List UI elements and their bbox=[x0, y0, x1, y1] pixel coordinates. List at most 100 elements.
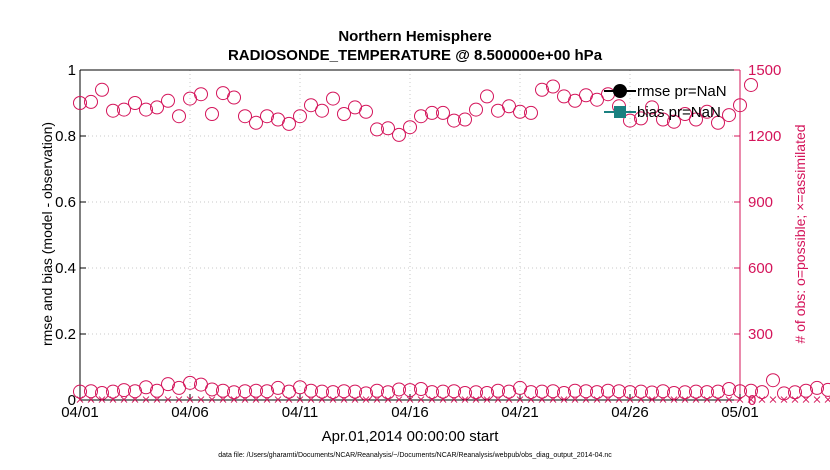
obs-count-point bbox=[172, 109, 186, 124]
legend-marker-circle bbox=[613, 84, 627, 98]
obs-count-point bbox=[282, 116, 296, 131]
y-left-tick-label: 0 bbox=[68, 392, 76, 409]
obs-count-point bbox=[403, 383, 417, 398]
obs-count-point bbox=[744, 77, 758, 92]
obs-count-point bbox=[623, 385, 637, 400]
obs-count-point bbox=[755, 385, 769, 400]
obs-count-point bbox=[601, 87, 615, 102]
assimilated-point bbox=[175, 396, 183, 403]
legend-entry-label: bias pr=NaN bbox=[637, 104, 721, 121]
obs-count-point bbox=[370, 383, 384, 398]
data-file-footnote: data file: /Users/gharamti/Documents/NCA… bbox=[218, 452, 612, 459]
obs-count-point bbox=[656, 112, 670, 127]
assimilated-point bbox=[527, 396, 535, 403]
obs-count-point bbox=[194, 87, 208, 102]
assimilated-point bbox=[98, 396, 106, 403]
obs-count-point bbox=[337, 107, 351, 121]
obs-count-point bbox=[304, 98, 318, 113]
obs-count-point bbox=[766, 373, 780, 388]
assimilated-point bbox=[384, 396, 392, 403]
assimilated-point bbox=[714, 396, 722, 403]
obs-count-point bbox=[392, 127, 406, 142]
obs-count-point bbox=[733, 384, 747, 399]
obs-count-point bbox=[469, 385, 483, 400]
obs-count-point bbox=[700, 385, 714, 400]
obs-count-point bbox=[414, 382, 428, 396]
obs-count-point bbox=[260, 384, 274, 399]
assimilated-point bbox=[219, 396, 227, 403]
assimilated-point bbox=[263, 396, 271, 403]
assimilated-point bbox=[461, 396, 469, 403]
obs-count-point bbox=[722, 108, 736, 123]
assimilated-point bbox=[813, 396, 821, 403]
legend-entry-label: rmse pr=NaN bbox=[637, 83, 727, 100]
obs-count-point bbox=[205, 382, 219, 397]
obs-count-point bbox=[634, 384, 648, 399]
x-tick-label: 04/21 bbox=[501, 404, 539, 421]
y-left-tick-label: 0.2 bbox=[55, 326, 76, 343]
obs-count-point bbox=[326, 91, 340, 106]
obs-count-point bbox=[359, 104, 373, 119]
assimilated-point bbox=[351, 396, 359, 403]
y-left-tick-label: 0.4 bbox=[55, 260, 76, 277]
assimilated-point bbox=[296, 396, 304, 403]
assimilated-point bbox=[747, 396, 755, 403]
assimilated-point bbox=[186, 396, 194, 403]
obs-count-point bbox=[623, 113, 637, 128]
obs-count-point bbox=[568, 383, 582, 398]
obs-count-point bbox=[205, 107, 219, 121]
obs-count-point bbox=[337, 384, 351, 399]
obs-count-point bbox=[788, 385, 802, 400]
obs-count-point bbox=[238, 109, 252, 124]
chart-subtitle: RADIOSONDE_TEMPERATURE @ 8.500000e+00 hP… bbox=[227, 47, 603, 64]
assimilated-point bbox=[241, 396, 249, 403]
obs-count-point bbox=[304, 383, 318, 398]
assimilated-point bbox=[549, 396, 557, 403]
assimilated-point bbox=[472, 396, 480, 403]
obs-count-point bbox=[546, 384, 560, 399]
obs-count-point bbox=[645, 100, 659, 115]
obs-count-point bbox=[128, 384, 142, 399]
obs-count-point bbox=[249, 383, 263, 398]
y-left-tick-label: 0.8 bbox=[55, 128, 76, 145]
assimilated-point bbox=[648, 396, 656, 403]
obs-count-point bbox=[150, 383, 164, 398]
obs-count-point bbox=[436, 105, 450, 120]
obs-count-point bbox=[447, 384, 461, 399]
obs-count-point bbox=[502, 99, 516, 114]
obs-count-point bbox=[546, 79, 560, 94]
obs-count-point bbox=[106, 103, 120, 118]
obs-count-point bbox=[315, 384, 329, 399]
obs-count-point bbox=[161, 93, 175, 108]
obs-count-point bbox=[139, 102, 153, 117]
assimilated-point bbox=[615, 396, 623, 403]
obs-count-point bbox=[425, 105, 439, 120]
obs-count-point bbox=[183, 375, 197, 390]
obs-count-point bbox=[524, 385, 538, 400]
obs-count-point bbox=[700, 104, 714, 119]
y-right-tick-label: 300 bbox=[748, 326, 773, 343]
assimilated-point bbox=[153, 396, 161, 403]
assimilated-point bbox=[208, 396, 216, 403]
assimilated-point bbox=[736, 396, 744, 403]
obs-count-point bbox=[612, 384, 626, 399]
obs-count-point bbox=[491, 383, 505, 398]
obs-count-point bbox=[678, 385, 692, 400]
x-axis-label: Apr.01,2014 00:00:00 start bbox=[321, 428, 499, 445]
obs-count-point bbox=[348, 384, 362, 399]
obs-count-point bbox=[326, 385, 340, 400]
obs-count-point bbox=[73, 384, 87, 399]
obs-count-point bbox=[227, 385, 241, 400]
assimilated-point bbox=[417, 396, 425, 403]
y-right-tick-label: 1500 bbox=[748, 62, 781, 79]
assimilated-point bbox=[791, 396, 799, 403]
assimilated-point bbox=[307, 396, 315, 403]
assimilated-point bbox=[318, 396, 326, 403]
obs-count-point bbox=[128, 96, 142, 110]
y-axis-right-label: # of obs: o=possible; ×=assimilated bbox=[792, 124, 808, 344]
obs-count-point bbox=[535, 82, 549, 97]
obs-count-point bbox=[117, 102, 131, 117]
assimilated-point bbox=[626, 396, 634, 403]
y-axis-left-label: rmse and bias (model - observation) bbox=[39, 121, 55, 347]
obs-count-point bbox=[106, 384, 120, 399]
